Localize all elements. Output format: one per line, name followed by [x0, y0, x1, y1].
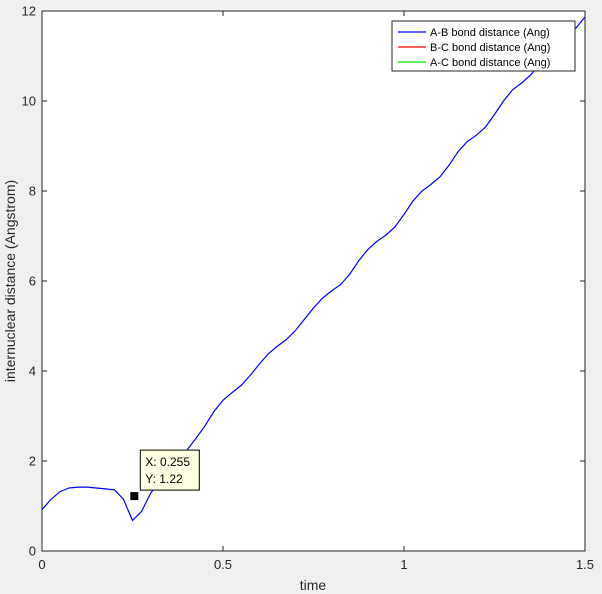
x-tick-label: 1	[400, 557, 407, 572]
plot-area	[42, 11, 585, 551]
series-line-1	[41, 16, 586, 522]
datatip-marker[interactable]	[130, 492, 139, 501]
x-axis-label: time	[300, 577, 327, 593]
y-tick-label: 0	[29, 544, 36, 559]
y-tick-label: 4	[29, 364, 36, 379]
y-tick-label: 12	[22, 4, 36, 19]
x-tick-label: 0	[38, 557, 45, 572]
datatip-box	[139, 449, 200, 491]
labels-layer: 0 0.5 1 1.5 0 2 4 6 8 10 12	[22, 4, 595, 573]
legend-box	[391, 20, 576, 72]
datatip[interactable]: X: 0.255 Y: 1.22	[130, 449, 200, 501]
datatip-y-label: Y: 1.22	[145, 472, 183, 486]
ticks-layer	[41, 10, 586, 552]
datatip-x-label: X: 0.255	[145, 455, 190, 469]
y-tick-label: 6	[29, 274, 36, 289]
y-tick-label: 8	[29, 184, 36, 199]
x-tick-label: 1.5	[576, 557, 594, 572]
lines-layer	[41, 16, 586, 522]
y-axis-label: internuclear distance (Angstrom)	[2, 180, 18, 382]
legend-label: A-B bond distance (Ang)	[430, 27, 550, 39]
legend[interactable]: A-B bond distance (Ang) B-C bond distance…	[391, 20, 576, 72]
y-tick-label: 2	[29, 454, 36, 469]
y-tick-label: 10	[22, 94, 36, 109]
legend-label: B-C bond distance (Ang)	[430, 42, 550, 54]
legend-label: A-C bond distance (Ang)	[430, 57, 550, 69]
x-tick-label: 0.5	[214, 557, 232, 572]
